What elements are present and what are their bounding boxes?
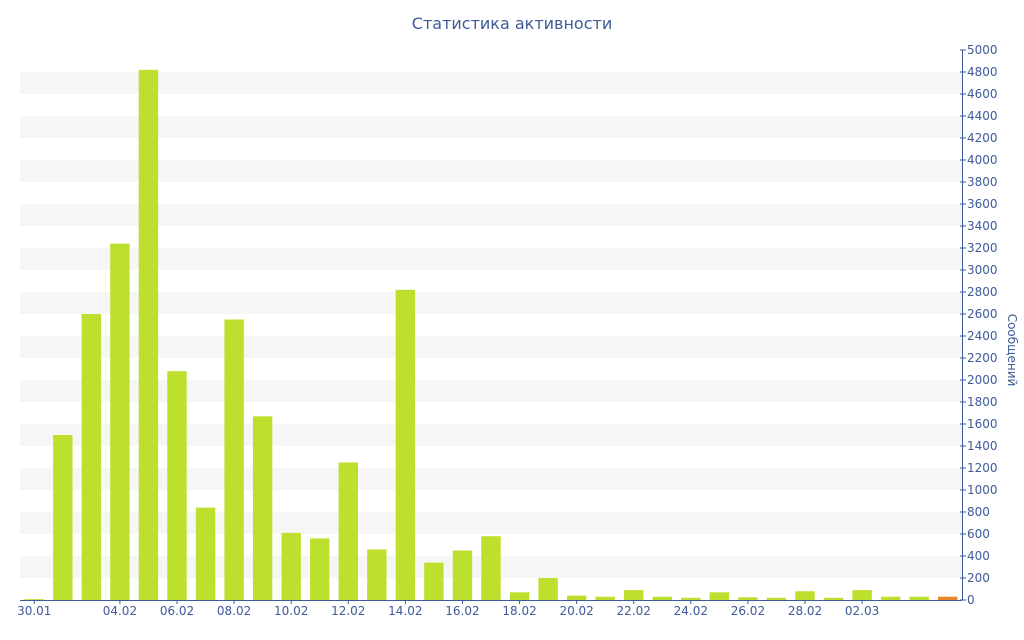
y-tick-label: 3800 (967, 175, 998, 189)
bar-17.02 (538, 578, 558, 600)
y-tick-label: 400 (967, 549, 990, 563)
x-tick-label: 20.02 (559, 604, 593, 618)
bar-20.02 (624, 590, 644, 600)
grid-bands (20, 72, 962, 578)
y-tick-label: 0 (967, 593, 975, 607)
bar-27.02 (823, 597, 844, 600)
y-tick-label: 1000 (967, 483, 998, 497)
bar-31.01 (53, 435, 73, 600)
y-tick-label: 5000 (967, 43, 998, 57)
y-axis-title: Сообщений (1005, 314, 1019, 387)
grid-band (20, 424, 962, 446)
bar-05.02 (195, 507, 216, 600)
bar-07.02 (252, 416, 273, 600)
x-tick-label: 22.02 (617, 604, 651, 618)
grid-band (20, 512, 962, 534)
grid-band (20, 160, 962, 182)
x-tick-label: 18.02 (502, 604, 536, 618)
bar-10.02 (338, 462, 358, 600)
grid-band (20, 336, 962, 358)
y-tick-label: 4800 (967, 65, 998, 79)
bar-08.02 (281, 532, 301, 600)
y-tick-label: 2600 (967, 307, 998, 321)
bar-01.02 (81, 314, 102, 600)
bar-14.02 (452, 550, 473, 600)
chart-title: Статистика активности (411, 14, 613, 33)
bar-22.02 (681, 597, 701, 600)
bar-16.02 (509, 592, 530, 600)
y-tick-label: 1800 (967, 395, 998, 409)
bar-02.02 (110, 243, 130, 600)
grid-band (20, 248, 962, 270)
bar-30.01 (24, 599, 44, 600)
x-tick-label: 28.02 (788, 604, 822, 618)
y-tick-label: 1600 (967, 417, 998, 431)
x-axis: 30.01 04.02 06.02 08.02 10.02 12.02 14.02 16.02… (17, 600, 962, 618)
bar-21.02 (652, 596, 672, 600)
bar-13.02 (424, 562, 444, 600)
y-tick-label: 3200 (967, 241, 998, 255)
bar-26.02 (795, 591, 815, 600)
y-tick-label: 3600 (967, 197, 998, 211)
y-tick-label: 3400 (967, 219, 998, 233)
y-tick-label: 4000 (967, 153, 998, 167)
bar-09.02 (310, 538, 330, 600)
y-tick-label: 4200 (967, 131, 998, 145)
grid-band (20, 72, 962, 94)
x-tick-label: 08.02 (217, 604, 251, 618)
bar-23.02 (709, 592, 730, 600)
y-tick-label: 1400 (967, 439, 998, 453)
grid-band (20, 204, 962, 226)
bar-25.02 (766, 597, 787, 600)
x-tick-label: 12.02 (331, 604, 365, 618)
bar-01.03 (880, 596, 901, 600)
y-tick-label: 2000 (967, 373, 998, 387)
y-tick-label: 1200 (967, 461, 998, 475)
bar-15.02 (481, 536, 501, 600)
y-tick-label: 200 (967, 571, 990, 585)
bar-11.02 (367, 549, 387, 600)
y-tick-label: 2400 (967, 329, 998, 343)
bar-02.03 (909, 596, 929, 600)
grid-band (20, 116, 962, 138)
y-tick-label: 600 (967, 527, 990, 541)
y-tick-label: 2800 (967, 285, 998, 299)
bars (24, 69, 958, 601)
x-tick-label: 06.02 (160, 604, 194, 618)
y-axis: 0 200 400 600 800 1000 1200 1400 1600 1800 2000 220… (960, 43, 998, 607)
bar-18.02 (566, 595, 587, 600)
bar-04.02 (167, 371, 187, 600)
grid-band (20, 380, 962, 402)
x-tick-label: 24.02 (674, 604, 708, 618)
bar-28.02 (852, 590, 872, 600)
y-tick-label: 4600 (967, 87, 998, 101)
x-tick-label: 02.03 (845, 604, 879, 618)
bar-24.02 (738, 597, 758, 600)
bar-03.03 (938, 596, 958, 600)
x-tick-label: 10.02 (274, 604, 308, 618)
y-tick-label: 2200 (967, 351, 998, 365)
grid-band (20, 468, 962, 490)
x-tick-label: 16.02 (445, 604, 479, 618)
grid-band (20, 292, 962, 314)
x-tick-label: 04.02 (103, 604, 137, 618)
x-tick-label: 14.02 (388, 604, 422, 618)
y-tick-label: 800 (967, 505, 990, 519)
y-tick-label: 3000 (967, 263, 998, 277)
bar-19.02 (595, 596, 615, 600)
bar-12.02 (395, 289, 416, 600)
bar-06.02 (224, 319, 244, 600)
x-tick-label: 30.01 (17, 604, 51, 618)
bar-03.02 (138, 69, 159, 601)
x-tick-label: 26.02 (731, 604, 765, 618)
y-tick-label: 4400 (967, 109, 998, 123)
